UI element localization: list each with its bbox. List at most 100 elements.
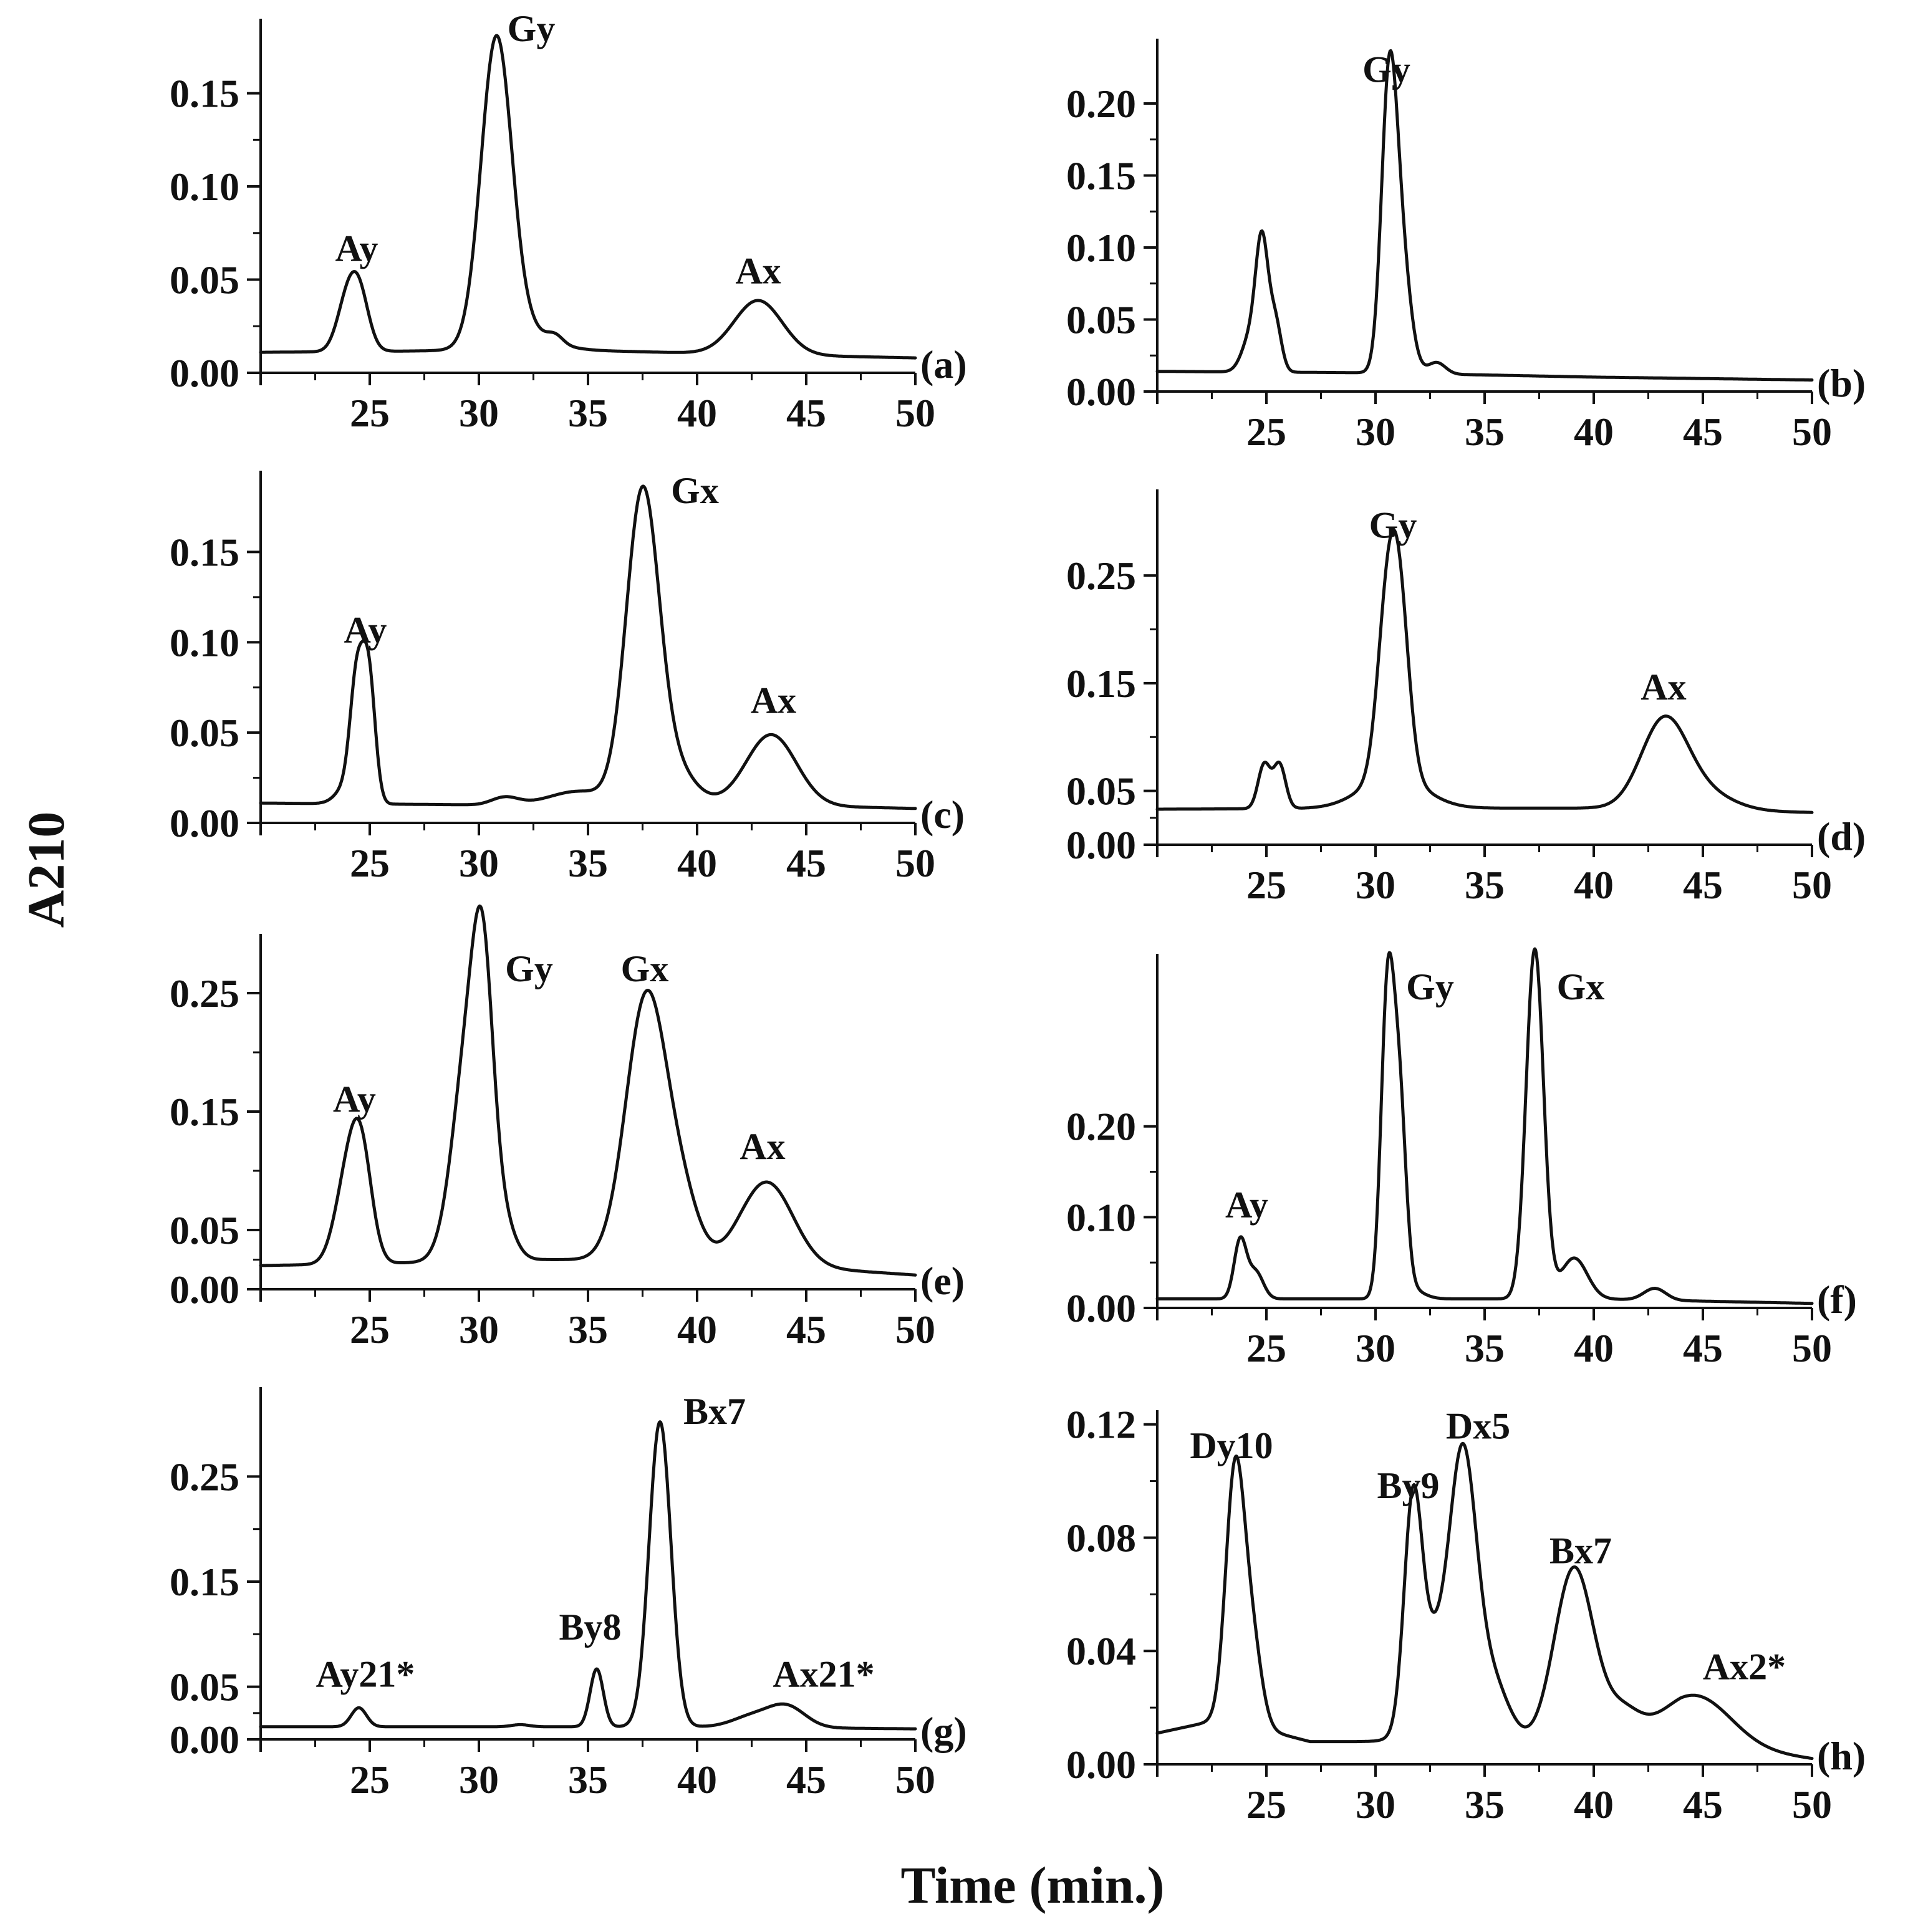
peak-label-dy10: Dy10 — [1190, 1425, 1273, 1466]
peak-label-gy: Gy — [1369, 505, 1417, 546]
x-tick-label-c: 50 — [895, 841, 935, 885]
x-tick-label-c: 35 — [568, 841, 608, 885]
x-tick-label-a: 30 — [459, 391, 499, 435]
peak-label-ay: Ay — [344, 609, 387, 650]
x-tick-label-f: 35 — [1465, 1326, 1505, 1370]
x-tick-label-g: 30 — [459, 1757, 499, 1802]
x-tick-label-g: 40 — [677, 1757, 717, 1802]
panel-tag-b: (b) — [1817, 361, 1866, 405]
panel-e: 25 30 35 40 45 50 0.00 0.05 0.15 0.25 Ay Gy Gx Ax (e) — [170, 904, 965, 1352]
trace-c — [259, 484, 917, 810]
x-tick-label-e: 25 — [350, 1307, 390, 1352]
peak-label-by9: By9 — [1377, 1465, 1439, 1506]
y-tick-label-e: 0.25 — [170, 971, 239, 1016]
peak-label-gy: Gy — [1362, 49, 1410, 90]
x-tick-label-d: 50 — [1792, 863, 1832, 907]
peak-label-bx7: Bx7 — [683, 1391, 746, 1432]
peak-label-gx: Gx — [621, 948, 669, 989]
y-tick-label-d: 0.15 — [1066, 661, 1136, 706]
y-axis-label: A210 — [17, 812, 75, 928]
peak-label-ay: Ay — [335, 228, 378, 269]
y-tick-label-g: 0.25 — [170, 1454, 239, 1499]
peak-label-bx7: Bx7 — [1549, 1530, 1612, 1571]
trace-g — [259, 1420, 917, 1731]
panel-tag-d: (d) — [1817, 814, 1866, 858]
y-tick-label-c: 0.00 — [170, 801, 239, 845]
y-tick-label-a: 0.05 — [170, 258, 239, 302]
x-tick-label-e: 30 — [459, 1307, 499, 1352]
y-tick-label-h: 0.08 — [1066, 1516, 1136, 1560]
y-tick-label-f: 0.10 — [1066, 1195, 1136, 1239]
y-tick-label-h: 0.00 — [1066, 1742, 1136, 1787]
x-tick-label-g: 25 — [350, 1757, 390, 1802]
axes-b — [1156, 39, 1812, 393]
x-tick-label-e: 45 — [786, 1307, 826, 1352]
peak-label-ax21: Ax21* — [773, 1654, 874, 1695]
x-tick-label-c: 30 — [459, 841, 499, 885]
x-tick-label-c: 40 — [677, 841, 717, 885]
x-tick-label-f: 30 — [1356, 1326, 1395, 1370]
x-tick-label-d: 30 — [1356, 863, 1395, 907]
peak-label-ax: Ax — [735, 251, 781, 292]
axes-a — [259, 19, 915, 374]
y-tick-label-b: 0.15 — [1066, 153, 1136, 198]
y-tick-label-a: 0.10 — [170, 165, 239, 209]
x-tick-label-a: 25 — [350, 391, 390, 435]
y-tick-label-g: 0.05 — [170, 1665, 239, 1709]
x-tick-label-f: 40 — [1574, 1326, 1614, 1370]
x-tick-label-a: 35 — [568, 391, 608, 435]
x-tick-label-h: 40 — [1574, 1782, 1614, 1827]
trace-a — [259, 34, 917, 360]
trace-d — [1155, 528, 1814, 814]
peak-label-gx: Gx — [1557, 966, 1605, 1007]
x-tick-label-b: 45 — [1683, 410, 1723, 454]
y-tick-label-d: 0.05 — [1066, 769, 1136, 814]
x-tick-label-b: 30 — [1356, 410, 1395, 454]
peak-label-gy: Gy — [508, 8, 556, 49]
x-axis-label: Time (min.) — [900, 1857, 1164, 1915]
y-tick-label-f: 0.00 — [1066, 1286, 1136, 1330]
y-tick-label-a: 0.15 — [170, 72, 239, 116]
panel-tag-c: (c) — [920, 792, 965, 837]
x-tick-label-b: 35 — [1465, 410, 1505, 454]
x-tick-label-f: 45 — [1683, 1326, 1723, 1370]
panel-grid: 25 30 35 40 45 50 0.00 0.05 0.10 0.15 Ay Gy Ax (a) 25 3… — [170, 8, 1866, 1827]
panel-a: 25 30 35 40 45 50 0.00 0.05 0.10 0.15 Ay Gy Ax (a) — [170, 8, 967, 435]
x-tick-label-f: 25 — [1246, 1326, 1286, 1370]
x-tick-label-g: 50 — [895, 1757, 935, 1802]
y-tick-label-e: 0.15 — [170, 1090, 239, 1134]
y-tick-label-h: 0.04 — [1066, 1629, 1136, 1673]
y-tick-label-d: 0.00 — [1066, 823, 1136, 867]
trace-b — [1155, 49, 1814, 382]
x-tick-label-e: 40 — [677, 1307, 717, 1352]
x-tick-label-g: 35 — [568, 1757, 608, 1802]
peak-label-gx: Gx — [671, 470, 719, 511]
y-tick-label-d: 0.25 — [1066, 554, 1136, 598]
peak-label-dx5: Dx5 — [1446, 1405, 1510, 1446]
x-tick-label-h: 25 — [1246, 1782, 1286, 1827]
panel-d: 25 30 35 40 45 50 0.00 0.05 0.15 0.25 Gy Ax (d) — [1066, 489, 1866, 907]
y-tick-label-c: 0.10 — [170, 620, 239, 665]
x-tick-label-d: 25 — [1246, 863, 1286, 907]
y-tick-label-b: 0.00 — [1066, 370, 1136, 414]
peak-label-by8: By8 — [559, 1607, 621, 1648]
panel-b: 25 30 35 40 45 50 0.00 0.05 0.10 0.15 0.20 Gy (b) — [1066, 39, 1866, 454]
y-tick-label-f: 0.20 — [1066, 1105, 1136, 1149]
y-tick-label-a: 0.00 — [170, 351, 239, 395]
trace-h — [1155, 1441, 1814, 1761]
x-tick-label-c: 45 — [786, 841, 826, 885]
panel-tag-h: (h) — [1817, 1734, 1866, 1778]
trace-f — [1155, 947, 1814, 1305]
x-tick-label-f: 50 — [1792, 1326, 1832, 1370]
peak-label-ay21: Ay21* — [316, 1654, 415, 1695]
x-tick-label-h: 50 — [1792, 1782, 1832, 1827]
peak-label-ay: Ay — [1225, 1184, 1268, 1225]
x-tick-label-h: 45 — [1683, 1782, 1723, 1827]
y-tick-label-e: 0.05 — [170, 1208, 239, 1252]
trace-e — [259, 904, 917, 1277]
y-tick-label-b: 0.05 — [1066, 297, 1136, 342]
x-tick-label-h: 35 — [1465, 1782, 1505, 1827]
peak-label-ax: Ax — [740, 1126, 785, 1167]
